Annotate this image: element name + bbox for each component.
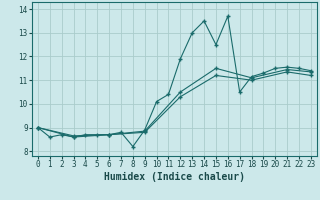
X-axis label: Humidex (Indice chaleur): Humidex (Indice chaleur) <box>104 172 245 182</box>
